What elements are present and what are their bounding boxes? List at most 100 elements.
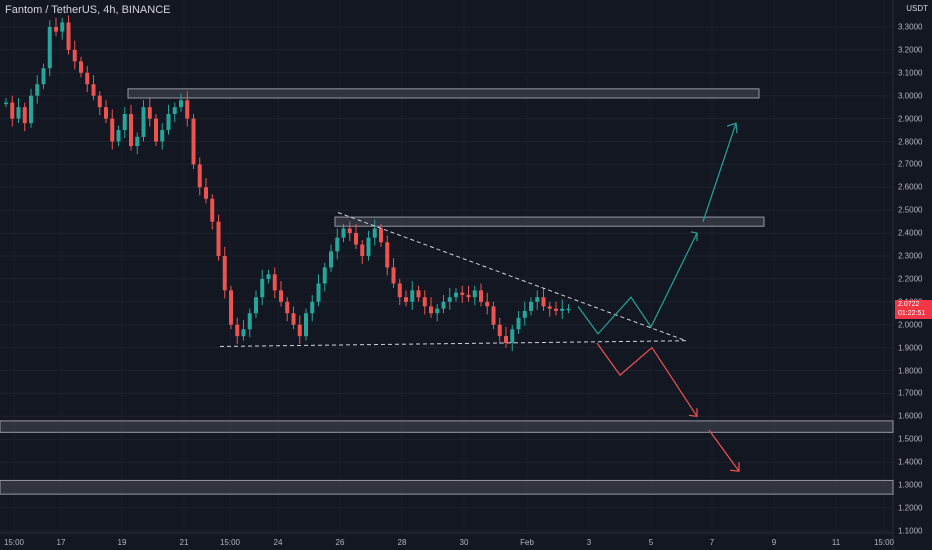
- candle-body: [279, 290, 283, 302]
- price-tick-label: 1.2000: [898, 503, 923, 513]
- candle-body: [347, 228, 352, 234]
- price-tick-label: 1.3000: [898, 480, 923, 490]
- candle-body: [429, 306, 433, 314]
- candle-body: [397, 283, 402, 298]
- candle-body: [422, 297, 427, 307]
- time-tick-label: 24: [273, 538, 283, 547]
- symbol-title: Fantom / TetherUS, 4h, BINANCE: [5, 4, 171, 16]
- candle-body: [179, 100, 183, 108]
- candle-body: [304, 313, 308, 337]
- price-tick-label: 2.6000: [898, 182, 923, 192]
- price-tick-label: 2.5000: [898, 205, 923, 215]
- candle-body: [54, 27, 58, 32]
- candle-body: [504, 336, 508, 344]
- time-tick-label: 15:00: [3, 538, 25, 547]
- candle-body: [216, 221, 221, 256]
- candle-body: [185, 100, 190, 119]
- candle-body: [510, 329, 515, 344]
- time-tick-label: 7: [709, 538, 715, 547]
- candle-body: [266, 274, 271, 279]
- candle-body: [404, 297, 408, 302]
- candle-body: [116, 130, 121, 142]
- candle-body: [229, 290, 233, 325]
- price-tick-label: 3.0000: [898, 91, 923, 101]
- candle-body: [260, 278, 265, 298]
- candle-body: [485, 301, 490, 307]
- time-tick-label: Feb: [520, 538, 534, 547]
- candle-body: [147, 107, 152, 119]
- price-zone: [334, 216, 765, 227]
- price-zone: [127, 88, 760, 99]
- candle-body: [285, 301, 290, 314]
- candle-body: [22, 107, 27, 124]
- candle-body: [460, 292, 465, 295]
- candle-body: [341, 228, 346, 238]
- price-tick-label: 2.2000: [898, 274, 923, 284]
- candle-body: [247, 313, 252, 330]
- candle-body: [135, 136, 140, 147]
- bullish-arrowhead: [726, 122, 738, 134]
- candle-body: [291, 313, 296, 325]
- candle-body: [385, 242, 390, 268]
- time-tick-label: 15:00: [873, 538, 895, 547]
- candle-body: [297, 324, 302, 337]
- candle-body: [472, 290, 477, 298]
- time-tick-label: 5: [648, 538, 654, 547]
- candle-body: [72, 49, 77, 62]
- candle-body: [47, 27, 52, 69]
- candle-body: [85, 72, 90, 85]
- candle-body: [329, 251, 333, 268]
- bearish-arrowhead-small: [688, 408, 698, 417]
- price-tick-label: 1.4000: [898, 457, 923, 467]
- candle-body: [435, 308, 440, 314]
- time-tick-label: 9: [771, 538, 777, 547]
- support-resistance-zones: [0, 88, 894, 495]
- candle-body: [16, 107, 21, 119]
- candle-body: [41, 68, 46, 85]
- candle-body: [29, 95, 33, 124]
- price-zone: [0, 420, 894, 433]
- bearish-arrowhead: [729, 462, 740, 472]
- candle-body: [410, 290, 415, 302]
- current-price-tag: 2.0722 01:22:51: [895, 300, 932, 319]
- candle-body: [541, 297, 546, 307]
- candle-body: [91, 84, 96, 96]
- candlestick-series: [4, 15, 571, 352]
- candle-body: [122, 114, 127, 131]
- candle-body: [191, 118, 196, 165]
- candle-body: [66, 22, 71, 50]
- time-tick-label: 15:00: [219, 538, 241, 547]
- price-tick-label: 2.0000: [898, 320, 923, 330]
- price-tick-label: 2.7000: [898, 159, 923, 169]
- price-axis[interactable]: USDT: [893, 0, 932, 550]
- current-price-value: 2.0722: [898, 301, 920, 308]
- candle-body: [566, 308, 571, 311]
- candle-body: [204, 187, 208, 199]
- price-tick-label: 2.9000: [898, 114, 923, 124]
- candle-body: [454, 292, 458, 298]
- time-tick-label: 11: [831, 538, 841, 547]
- candle-body: [491, 306, 496, 325]
- triangle-upper-trendline: [337, 212, 687, 342]
- candle-body: [335, 237, 340, 252]
- candle-body: [110, 118, 115, 142]
- candle-body: [360, 244, 365, 256]
- candle-body: [10, 102, 15, 119]
- price-tick-label: 1.9000: [898, 343, 923, 353]
- candle-body: [522, 310, 527, 318]
- bar-countdown: 01:22:51: [898, 310, 926, 317]
- candle-body: [272, 274, 277, 291]
- candle-body: [154, 118, 158, 142]
- time-tick-label: 3: [586, 538, 592, 547]
- candle-body: [4, 102, 8, 105]
- candle-body: [222, 256, 227, 291]
- candle-body: [79, 61, 83, 73]
- candle-body: [535, 297, 540, 302]
- candle-body: [160, 130, 165, 142]
- price-tick-label: 1.5000: [898, 434, 923, 444]
- price-tick-label: 1.6000: [898, 411, 923, 421]
- triangle-pattern: [219, 212, 687, 347]
- candle-body: [529, 301, 533, 311]
- time-tick-label: 21: [179, 538, 189, 547]
